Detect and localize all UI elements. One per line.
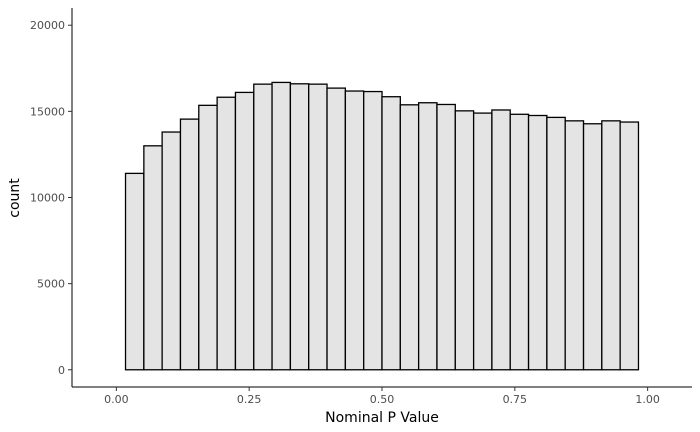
- histogram-bar: [436, 103, 456, 371]
- histogram-bar: [326, 87, 347, 371]
- y-tick-label: 10000: [30, 192, 65, 205]
- histogram-bar: [546, 116, 566, 371]
- histogram-bar: [509, 113, 530, 371]
- x-tick-label: 0.25: [237, 393, 262, 406]
- histogram-bar: [472, 112, 493, 371]
- y-tick-label: 0: [58, 364, 65, 377]
- histogram-bar: [417, 102, 438, 371]
- histogram-bar: [124, 172, 145, 371]
- x-tick-label: 0.00: [104, 393, 129, 406]
- histogram-bar: [179, 118, 200, 371]
- x-axis-ticks: 0.00 0.25 0.50 0.75 1.00: [104, 387, 660, 406]
- histogram-bar: [344, 90, 365, 371]
- histogram-bar: [253, 83, 273, 371]
- y-tick-label: 5000: [37, 278, 65, 291]
- y-axis-title: count: [7, 178, 23, 218]
- x-tick-label: 1.00: [635, 393, 660, 406]
- histogram-bar: [289, 83, 310, 371]
- bars-group: [124, 81, 640, 371]
- y-axis-ticks: 0 5000 10000 15000 20000: [30, 19, 72, 377]
- histogram-bar: [308, 83, 328, 371]
- y-tick-label: 20000: [30, 19, 65, 32]
- histogram-bar: [381, 96, 401, 371]
- histogram-bar: [271, 81, 292, 371]
- x-tick-label: 0.50: [370, 393, 395, 406]
- y-tick-label: 15000: [30, 105, 65, 118]
- histogram-bar: [601, 120, 621, 371]
- histogram-bar: [527, 114, 548, 371]
- histogram-bar: [143, 145, 163, 371]
- histogram-bar: [564, 120, 585, 371]
- histogram-bar: [491, 109, 511, 371]
- x-axis-title: Nominal P Value: [325, 410, 439, 426]
- x-tick-label: 0.75: [503, 393, 528, 406]
- histogram-bar: [619, 121, 640, 371]
- histogram-bar: [454, 110, 475, 371]
- histogram-bar: [363, 90, 383, 371]
- histogram-bar: [399, 104, 420, 371]
- histogram-bar: [198, 104, 218, 371]
- histogram-bar: [234, 91, 255, 371]
- histogram-bar: [582, 123, 603, 371]
- histogram-bar: [161, 131, 182, 371]
- histogram-bar: [216, 96, 237, 371]
